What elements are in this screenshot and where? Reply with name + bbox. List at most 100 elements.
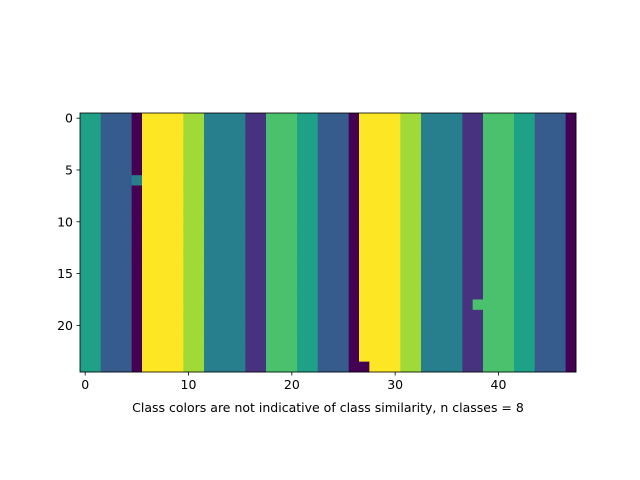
- heatmap-cell: [111, 216, 122, 228]
- heatmap-cell: [369, 144, 381, 155]
- heatmap-cell: [90, 133, 102, 145]
- heatmap-cell: [390, 216, 401, 228]
- heatmap-cell: [90, 164, 102, 176]
- heatmap-cell: [90, 144, 102, 155]
- heatmap-cell: [111, 123, 122, 135]
- heatmap-cell: [255, 195, 267, 207]
- heatmap-cell: [245, 195, 257, 207]
- heatmap-cell: [472, 351, 484, 363]
- heatmap-cell: [142, 185, 153, 197]
- heatmap-cell: [452, 237, 463, 249]
- heatmap-cell: [286, 268, 298, 280]
- heatmap-cell: [131, 330, 143, 342]
- heatmap-cell: [441, 320, 453, 331]
- heatmap-cell: [235, 320, 246, 331]
- heatmap-cell: [276, 164, 288, 176]
- heatmap-cell: [359, 133, 370, 145]
- heatmap-cell: [514, 206, 525, 217]
- heatmap-cell: [431, 268, 443, 280]
- heatmap-cell: [421, 133, 432, 145]
- heatmap-cell: [400, 226, 412, 238]
- heatmap-cell: [565, 258, 577, 269]
- heatmap-cell: [255, 361, 267, 373]
- heatmap-cell: [545, 237, 556, 249]
- heatmap-cell: [193, 351, 205, 363]
- heatmap-cell: [565, 299, 577, 311]
- heatmap-cell: [255, 216, 267, 228]
- heatmap-cell: [452, 133, 463, 145]
- heatmap-cell: [162, 330, 174, 342]
- heatmap-cell: [503, 144, 515, 155]
- heatmap-cell: [214, 206, 226, 217]
- heatmap-cell: [359, 175, 370, 186]
- heatmap-cell: [359, 258, 370, 269]
- heatmap-cell: [534, 144, 546, 155]
- heatmap-cell: [493, 237, 505, 249]
- heatmap-cell: [100, 175, 112, 186]
- heatmap-cell: [338, 144, 350, 155]
- heatmap-cell: [224, 289, 236, 300]
- heatmap-cell: [255, 154, 267, 166]
- heatmap-cell: [173, 289, 184, 300]
- heatmap-cell: [255, 237, 267, 249]
- heatmap-cell: [204, 289, 215, 300]
- heatmap-cell: [524, 247, 536, 259]
- heatmap-cell: [100, 226, 112, 238]
- heatmap-cell: [503, 185, 515, 197]
- heatmap-cell: [462, 206, 474, 217]
- heatmap-cell: [152, 289, 164, 300]
- heatmap-cell: [317, 268, 329, 280]
- heatmap-cell: [297, 309, 308, 321]
- heatmap-cell: [545, 185, 556, 197]
- heatmap-cell: [452, 340, 463, 352]
- heatmap-cell: [472, 278, 484, 290]
- heatmap-cell: [431, 340, 443, 352]
- heatmap-cell: [441, 206, 453, 217]
- heatmap-cell: [545, 320, 556, 331]
- heatmap-cell: [266, 247, 277, 259]
- heatmap-cell: [286, 299, 298, 311]
- x-tick-label: 10: [181, 377, 197, 392]
- heatmap-cell: [421, 164, 432, 176]
- heatmap-cell: [255, 268, 267, 280]
- heatmap-cell: [431, 361, 443, 373]
- heatmap-cell: [90, 340, 102, 352]
- heatmap-cell: [193, 154, 205, 166]
- heatmap-cell: [390, 299, 401, 311]
- heatmap-cell: [379, 113, 391, 124]
- heatmap-cell: [90, 268, 102, 280]
- heatmap-cell: [266, 175, 277, 186]
- heatmap-cell: [121, 113, 133, 124]
- heatmap-cell: [266, 195, 277, 207]
- heatmap-cell: [214, 330, 226, 342]
- heatmap-cell: [193, 340, 205, 352]
- heatmap-cell: [503, 216, 515, 228]
- heatmap-cell: [421, 154, 432, 166]
- heatmap-cell: [462, 154, 474, 166]
- heatmap-cell: [80, 320, 91, 331]
- heatmap-cell: [162, 226, 174, 238]
- heatmap-cell: [565, 289, 577, 300]
- heatmap-cell: [348, 185, 360, 197]
- heatmap-cell: [441, 351, 453, 363]
- heatmap-cell: [369, 351, 381, 363]
- heatmap-cell: [379, 154, 391, 166]
- heatmap-cell: [390, 133, 401, 145]
- heatmap-cell: [400, 351, 412, 363]
- heatmap-cell: [204, 195, 215, 207]
- heatmap-cell: [348, 351, 360, 363]
- heatmap-cell: [338, 320, 350, 331]
- heatmap-cell: [524, 144, 536, 155]
- heatmap-cell: [545, 195, 556, 207]
- heatmap-cell: [193, 123, 205, 135]
- heatmap-cell: [452, 309, 463, 321]
- heatmap-cell: [317, 175, 329, 186]
- heatmap-cell: [348, 237, 360, 249]
- heatmap-cell: [524, 175, 536, 186]
- heatmap-cell: [286, 216, 298, 228]
- heatmap-cell: [545, 258, 556, 269]
- heatmap-cell: [328, 144, 339, 155]
- heatmap-cell: [452, 185, 463, 197]
- heatmap-cell: [111, 340, 122, 352]
- heatmap-cell: [421, 175, 432, 186]
